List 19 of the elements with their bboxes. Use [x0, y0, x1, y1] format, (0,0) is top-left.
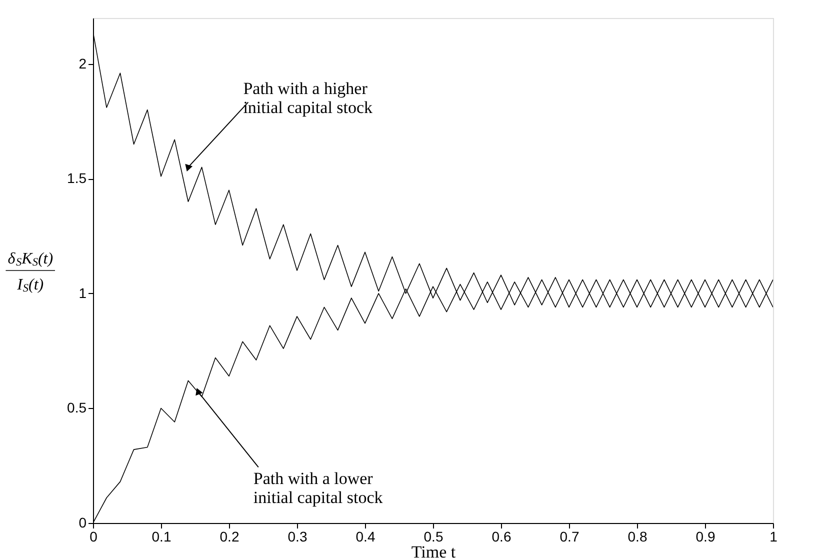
- x-tick-label: 0.4: [356, 528, 376, 544]
- y-tick-label: 1: [78, 284, 87, 301]
- annotation: Path with a lower initial capital stock: [253, 469, 384, 508]
- x-tick-label: 0.2: [220, 528, 240, 544]
- x-tick-label: 0.9: [696, 528, 716, 544]
- y-tick-label: 0: [78, 514, 87, 530]
- x-axis-title: Time t: [411, 542, 456, 558]
- y-tick-label: 1.5: [67, 170, 87, 186]
- x-tick-label: 0.5: [424, 528, 444, 544]
- x-tick-label: 0.3: [288, 528, 308, 544]
- y-tick-label: 0.5: [67, 400, 87, 416]
- x-tick-label: 0.1: [152, 528, 172, 544]
- x-tick-label: 1: [770, 528, 778, 544]
- x-tick-label: 0: [90, 528, 98, 544]
- y-tick-label: 2: [78, 55, 87, 72]
- x-tick-label: 0.8: [628, 528, 648, 544]
- x-tick-label: 0.7: [560, 528, 580, 544]
- x-tick-label: 0.6: [492, 528, 512, 544]
- annotation: Path with a higher initial capital stock: [243, 79, 374, 118]
